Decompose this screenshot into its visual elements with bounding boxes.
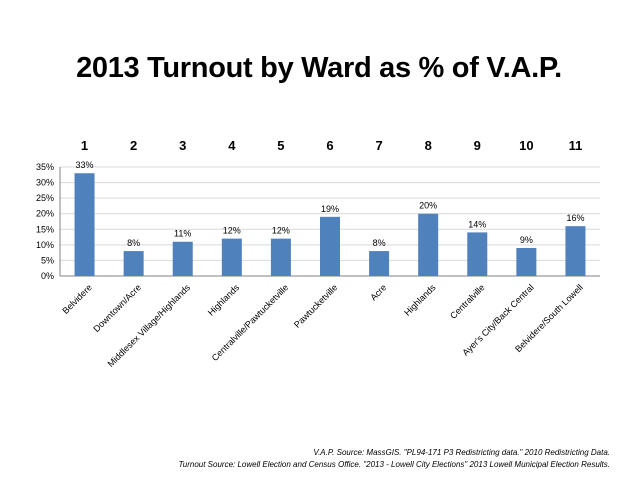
ward-number: 2 bbox=[130, 138, 137, 153]
data-label: 8% bbox=[127, 238, 140, 248]
y-tick-label: 0% bbox=[41, 271, 54, 281]
bars: 33% 8% 11% 12% 12% 19% 8% 20% 14% 9% 16% bbox=[74, 160, 586, 276]
bar bbox=[467, 232, 488, 276]
bar bbox=[74, 173, 95, 276]
y-tick-label: 10% bbox=[36, 240, 54, 250]
data-label: 12% bbox=[223, 226, 241, 236]
data-label: 14% bbox=[468, 219, 486, 229]
ward-number: 6 bbox=[326, 138, 333, 153]
ward-number: 1 bbox=[81, 138, 88, 153]
category-label: Highlands bbox=[206, 282, 242, 318]
bar bbox=[123, 251, 144, 276]
bar bbox=[418, 213, 439, 276]
source-vap: V.A.P. Source: MassGIS. "PL94-171 P3 Red… bbox=[313, 448, 610, 457]
ward-number: 10 bbox=[519, 138, 533, 153]
data-label: 33% bbox=[76, 160, 94, 170]
data-label: 20% bbox=[419, 201, 437, 211]
y-tick-label: 5% bbox=[41, 255, 54, 265]
y-tick-label: 15% bbox=[36, 224, 54, 234]
bar bbox=[320, 216, 340, 276]
ward-number: 9 bbox=[474, 138, 481, 153]
bar bbox=[221, 238, 242, 276]
y-tick-label: 20% bbox=[36, 209, 54, 219]
ward-number: 7 bbox=[375, 138, 382, 153]
y-tick-label: 35% bbox=[36, 162, 54, 172]
source-turnout: Turnout Source: Lowell Election and Cens… bbox=[178, 460, 610, 469]
ward-number: 11 bbox=[569, 138, 583, 153]
category-label: Centralville bbox=[448, 282, 487, 321]
ward-numbers: 1 2 3 4 5 6 7 8 9 10 11 bbox=[81, 138, 582, 153]
data-label: 9% bbox=[520, 235, 533, 245]
bar bbox=[369, 251, 390, 276]
category-label: Highlands bbox=[402, 282, 438, 318]
bar-chart: 0%5%10%15%20%25%30%35% 33%8%11% 12% 12%19%… bbox=[36, 138, 600, 369]
ward-number: 3 bbox=[179, 138, 186, 153]
category-label: Belvidere bbox=[60, 282, 94, 316]
data-label: 11% bbox=[174, 229, 191, 239]
y-axis: 0% 5% 10% 15% 20% 25% 30% 35% bbox=[36, 162, 61, 281]
chart-title: 2013 Turnout by Ward as % of V.A.P. bbox=[76, 52, 562, 84]
category-label: Pawtucketville bbox=[292, 282, 339, 329]
category-label: Acre bbox=[368, 282, 388, 302]
data-label: 8% bbox=[373, 238, 386, 248]
sources: V.A.P. Source: MassGIS. "PL94-171 P3 Red… bbox=[178, 447, 610, 471]
bar bbox=[172, 241, 193, 276]
category-label: Middlesex Village/Highlands bbox=[106, 282, 193, 369]
bar bbox=[565, 226, 586, 276]
ward-number: 4 bbox=[228, 138, 236, 153]
ward-number: 5 bbox=[277, 138, 284, 153]
bar bbox=[270, 238, 291, 276]
bar bbox=[516, 247, 537, 276]
y-tick-label: 25% bbox=[36, 193, 54, 203]
category-label: Downtown/Acre bbox=[91, 282, 143, 334]
data-label: 12% bbox=[272, 226, 290, 236]
data-label: 19% bbox=[321, 204, 339, 214]
data-label: 16% bbox=[566, 213, 584, 223]
ward-number: 8 bbox=[425, 138, 432, 153]
y-tick-label: 30% bbox=[36, 178, 54, 188]
